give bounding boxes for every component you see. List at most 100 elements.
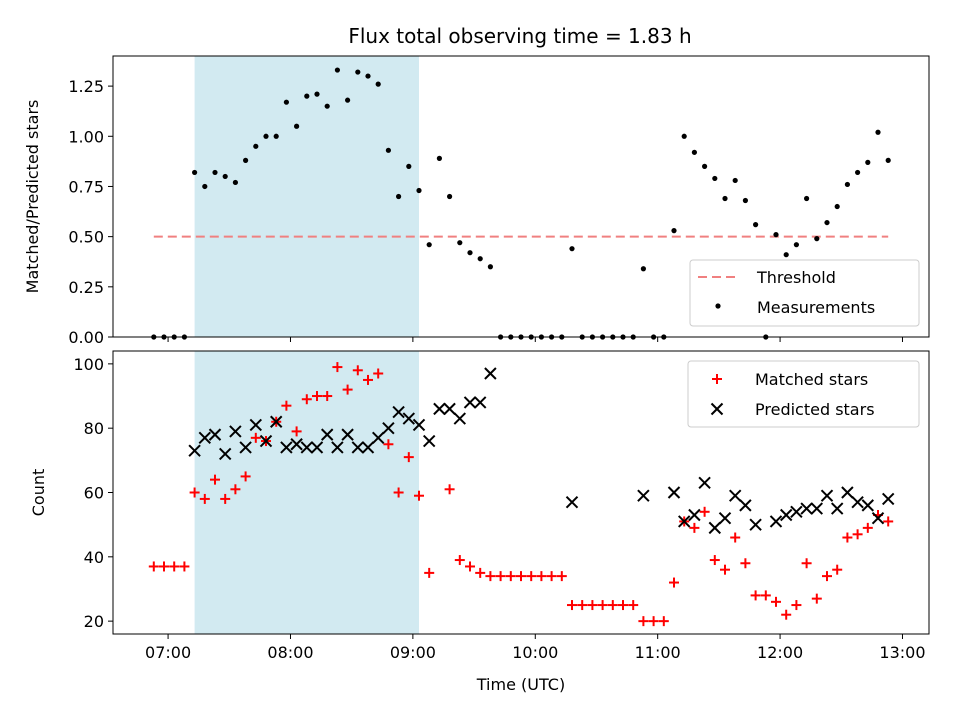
predicted-stars-point	[718, 512, 732, 525]
predicted-stars-point	[249, 418, 263, 432]
measurement-point	[753, 222, 759, 228]
legend-predicted-label: Predicted stars	[755, 400, 875, 419]
measurement-point	[273, 133, 279, 139]
measurement-point	[834, 203, 840, 210]
matched-stars-point	[781, 609, 792, 620]
measurement-point	[457, 240, 463, 246]
x-tick-label: 13:00	[879, 643, 925, 662]
predicted-stars-point	[779, 508, 793, 522]
predicted-stars-point	[871, 512, 885, 525]
predicted-stars-point	[851, 495, 864, 509]
predicted-stars-point	[841, 486, 854, 499]
matched-stars-point	[750, 590, 761, 601]
measurement-point	[294, 123, 300, 129]
matched-stars-point	[210, 474, 220, 485]
predicted-stars-point	[739, 499, 752, 512]
matched-stars-point	[852, 529, 863, 540]
measurement-point	[253, 143, 259, 149]
matched-stars-point	[607, 600, 618, 611]
x-tick-label: 11:00	[635, 643, 681, 662]
predicted-stars-point	[820, 489, 834, 502]
measurement-point	[804, 195, 810, 202]
matched-stars-point	[669, 577, 679, 588]
matched-stars-point	[393, 487, 404, 498]
predicted-stars-point	[331, 441, 344, 454]
predicted-stars-point	[861, 499, 875, 512]
ratio-x-ticks	[167, 337, 903, 342]
matched-stars-point	[414, 490, 424, 501]
ratio-legend-box	[689, 259, 920, 327]
matched-stars-point	[240, 471, 251, 482]
measurement-point	[691, 149, 698, 155]
y-tick-label: 40	[84, 548, 104, 567]
predicted-stars-point	[790, 505, 803, 519]
y-tick-label: 1.00	[68, 127, 104, 146]
matched-stars-point	[658, 616, 669, 627]
measurement-point	[222, 173, 228, 180]
matched-stars-point	[475, 567, 486, 578]
predicted-stars-point	[239, 441, 252, 454]
matched-stars-point	[465, 561, 475, 572]
predicted-stars-point	[830, 502, 844, 515]
measurement-point	[865, 159, 871, 165]
matched-stars-point	[485, 571, 496, 582]
x-tick-label: 10:00	[512, 643, 558, 662]
matched-stars-point	[199, 493, 210, 504]
predicted-stars-point	[382, 421, 395, 435]
predicted-stars-point	[565, 495, 579, 509]
measurement-point	[722, 195, 728, 202]
predicted-stars-point	[749, 518, 762, 531]
x-axis-label: Time (UTC)	[476, 675, 565, 694]
measurement-point	[875, 129, 881, 135]
measurement-point	[742, 197, 749, 204]
y-tick-label: 80	[84, 419, 104, 438]
matched-stars-point	[454, 555, 465, 566]
predicted-stars-point	[688, 508, 701, 522]
matched-stars-point	[189, 487, 200, 498]
matched-stars-point	[179, 561, 190, 572]
x-tick-label: 12:00	[757, 643, 803, 662]
measurement-point	[283, 99, 289, 105]
matched-stars-point	[577, 600, 588, 611]
ratio-panel-frame	[112, 55, 930, 338]
predicted-stars-point	[412, 418, 426, 432]
predicted-stars-point	[351, 441, 365, 454]
predicted-stars-point	[402, 412, 416, 425]
measurement-point	[416, 187, 422, 194]
matched-stars-point	[648, 616, 659, 627]
predicted-stars-point	[422, 434, 436, 448]
predicted-stars-point	[310, 441, 324, 454]
predicted-stars-point	[667, 486, 681, 499]
measurement-point	[467, 250, 473, 256]
measurement-point	[773, 232, 779, 238]
count-panel: 20 40 60 80 100 07:00 08:00 09:00 10:00 11:00 12:…	[29, 350, 930, 694]
measurement-point	[487, 264, 493, 270]
predicted-stars-point	[637, 489, 650, 502]
matched-stars-point	[383, 439, 394, 450]
predicted-stars-point	[453, 412, 467, 425]
measurement-point	[824, 219, 830, 226]
matched-stars-point	[587, 600, 598, 611]
measurement-point	[732, 177, 738, 184]
predicted-stars-point	[810, 502, 824, 515]
count-y-ticks: 20 40 60 80 100	[73, 355, 113, 631]
matched-stars-point	[536, 571, 547, 582]
measurement-point	[202, 183, 208, 190]
count-legend-box	[687, 360, 920, 428]
predicted-stars-point	[320, 428, 334, 441]
count-y-axis-label: Count	[29, 469, 48, 517]
y-tick-label: 0.25	[68, 278, 104, 297]
ratio-y-axis-label: Matched/Predicted stars	[23, 100, 42, 294]
measurement-point	[406, 163, 412, 169]
predicted-stars-point	[728, 489, 742, 502]
predicted-stars-point	[473, 396, 487, 409]
matched-stars-point	[373, 368, 384, 379]
predicted-stars-point	[433, 402, 446, 416]
matched-stars-point	[720, 564, 730, 575]
measurement-point	[375, 81, 381, 87]
measurement-point	[712, 175, 718, 182]
predicted-stars-point	[208, 428, 222, 441]
measurement-point	[212, 169, 218, 176]
measurement-point	[447, 193, 453, 200]
measurement-point	[671, 228, 677, 234]
